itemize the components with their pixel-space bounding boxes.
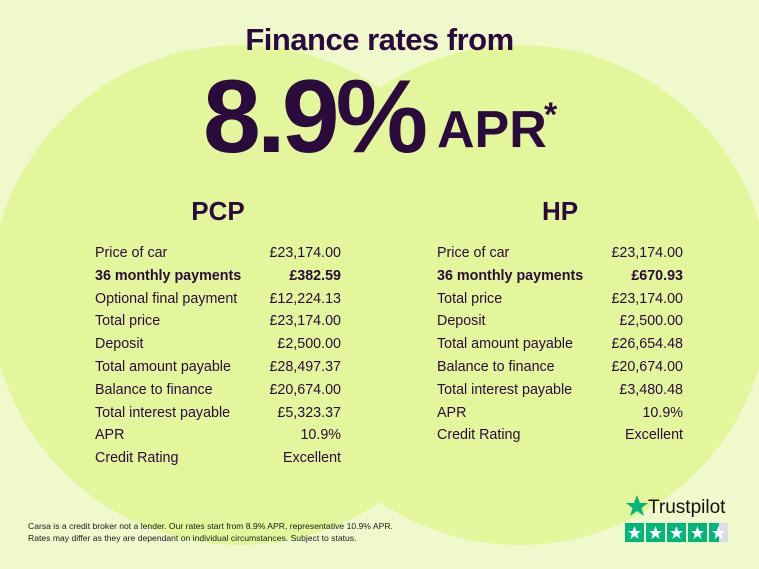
row-label: Credit Rating: [437, 427, 521, 444]
footer: Carsa is a credit broker not a lender. O…: [28, 521, 393, 544]
row-value: £20,674.00: [611, 358, 683, 375]
row-value: £23,174.00: [611, 245, 683, 261]
footer-line: Rates may differ as they are dependant o…: [28, 532, 357, 543]
hp-table: HP Price of car £23,174.00 36 monthly payme…: [437, 196, 683, 450]
rate: 8.9%: [203, 59, 428, 175]
table-row: 36 monthly payments £670.93: [437, 268, 683, 291]
row-value: £382.59: [289, 267, 341, 284]
table-row: Price of car £23,174.00: [437, 245, 683, 268]
row-value: Excellent: [282, 450, 341, 467]
row-label: Total interest payable: [95, 404, 231, 421]
row-label: Total price: [95, 313, 161, 330]
table-row: Total price £23,174.00: [95, 313, 341, 336]
row-label: Total interest payable: [437, 381, 573, 398]
row-value: £26,654.48: [611, 336, 683, 353]
row-value: £20,674.00: [269, 381, 341, 398]
row-label: 36 monthly payments: [437, 267, 584, 284]
table-row: APR 10.9%: [437, 405, 683, 428]
row-value: £23,174.00: [269, 245, 341, 261]
row-label: Optional final payment: [95, 290, 238, 307]
table-row: Price of car £23,174.00: [95, 245, 341, 268]
row-label: 36 monthly payments: [95, 267, 242, 284]
table-row: Total price £23,174.00: [437, 291, 683, 314]
rating-stars: [625, 523, 728, 542]
table-row: Balance to finance £20,674.00: [95, 382, 341, 405]
row-value: 10.9%: [300, 427, 341, 444]
row-value: £5,323.37: [277, 404, 341, 421]
row-value: £2,500.00: [277, 336, 341, 353]
row-label: Balance to finance: [437, 358, 555, 375]
row-label: Total amount payable: [437, 336, 573, 353]
row-label: Price of car: [95, 245, 168, 261]
row-value: 10.9%: [642, 404, 683, 421]
table-row: Total interest payable £3,480.48: [437, 382, 683, 405]
table-title: HP: [541, 196, 579, 226]
table-row: Deposit £2,500.00: [95, 336, 341, 359]
pcp-table: PCP Price of car £23,174.00 36 monthly paym…: [95, 196, 341, 473]
table-row: Total interest payable £5,323.37: [95, 405, 341, 428]
row-label: Deposit: [95, 336, 144, 353]
row-label: APR: [437, 404, 467, 421]
row-value: £12,224.13: [269, 290, 341, 307]
table-row: Total amount payable £26,654.48: [437, 336, 683, 359]
row-value: £2,500.00: [619, 313, 683, 330]
row-label: Deposit: [437, 313, 486, 330]
row-value: Excellent: [624, 427, 683, 444]
row-value: £670.93: [631, 267, 683, 284]
row-value: £28,497.37: [269, 358, 341, 375]
row-value: £23,174.00: [269, 313, 341, 330]
table-row: Total amount payable £28,497.37: [95, 359, 341, 382]
row-value: £23,174.00: [611, 290, 683, 307]
rate-unit: APR: [437, 101, 547, 159]
table-row: Credit Rating Excellent: [95, 450, 341, 473]
table-row: Deposit £2,500.00: [437, 313, 683, 336]
brand: Trustpilot: [648, 497, 726, 518]
table-title: PCP: [191, 196, 245, 226]
title: Finance rates from: [245, 22, 514, 57]
row-label: APR: [95, 427, 125, 444]
table-row: Optional final payment £12,224.13: [95, 291, 341, 314]
row-label: Total price: [437, 290, 503, 307]
row-label: Credit Rating: [95, 450, 179, 467]
row-label: Balance to finance: [95, 381, 213, 398]
footer-line: Carsa is a credit broker not a lender. O…: [28, 521, 393, 531]
asterisk: *: [544, 96, 558, 134]
row-label: Price of car: [437, 245, 510, 261]
row-value: £3,480.48: [619, 381, 683, 398]
table-row: 36 monthly payments £382.59: [95, 268, 341, 291]
brand-star: [626, 495, 648, 516]
circle-right: [270, 45, 759, 545]
table-row: APR 10.9%: [95, 427, 341, 450]
table-row: Balance to finance £20,674.00: [437, 359, 683, 382]
table-row: Credit Rating Excellent: [437, 427, 683, 450]
row-label: Total amount payable: [95, 358, 231, 375]
